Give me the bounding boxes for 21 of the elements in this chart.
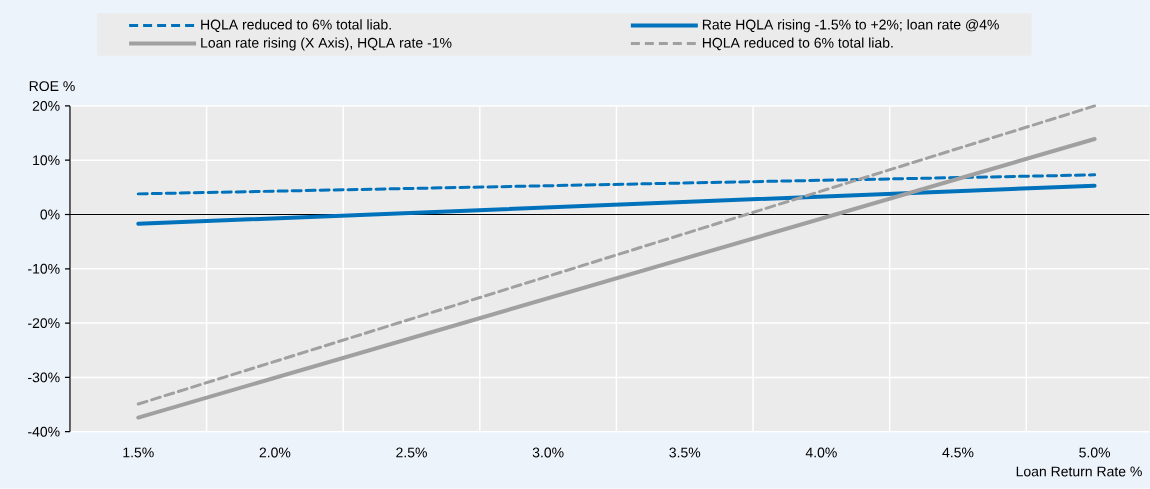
x-tick-label: 3.0% [532, 447, 564, 458]
y-axis-title: ROE % [29, 81, 75, 92]
legend-label: HQLA reduced to 6% total liab. [201, 19, 391, 33]
legend-label: Rate HQLA rising -1.5% to +2%; loan rate @4% [702, 19, 999, 33]
x-tick-label: 1.5% [123, 447, 154, 458]
y-tick-label: 0% [40, 209, 60, 220]
y-tick-label: -30% [28, 372, 60, 383]
x-tick-label: 4.5% [942, 447, 974, 458]
y-tick-label: 10% [33, 155, 60, 166]
x-axis-title: Loan Return Rate % [1016, 466, 1142, 477]
y-tick-label: 20% [32, 101, 60, 112]
y-tick-label: -20% [28, 318, 60, 329]
x-tick-label: 2.5% [396, 447, 427, 458]
y-tick-label: -40% [28, 426, 60, 437]
legend-label: HQLA reduced to 6% total liab. [702, 37, 893, 51]
x-tick-label: 4.0% [805, 447, 837, 458]
x-tick-label: 3.5% [669, 447, 701, 458]
y-tick-label: -10% [28, 264, 60, 274]
x-tick-label: 2.0% [259, 447, 291, 458]
x-tick-label: 5.0% [1079, 447, 1111, 458]
legend-label: Loan rate rising (X Axis), HQLA rate -1% [201, 37, 452, 51]
